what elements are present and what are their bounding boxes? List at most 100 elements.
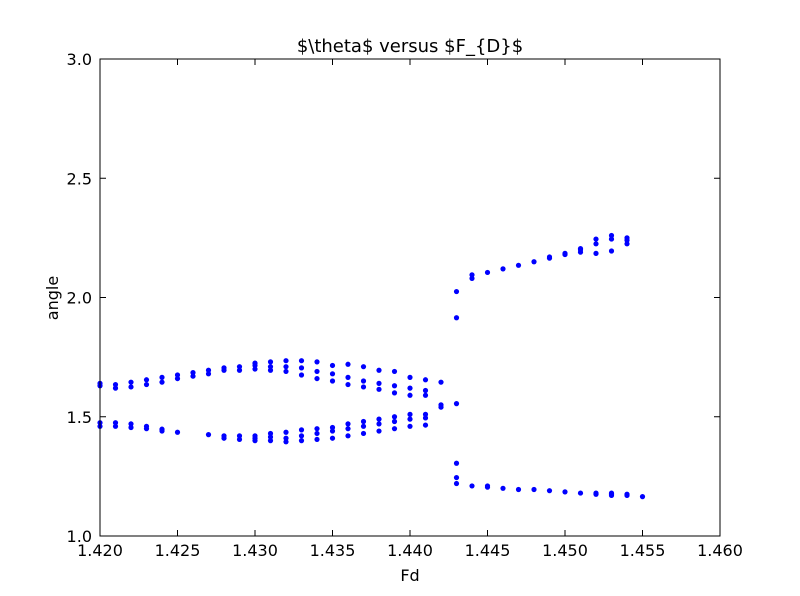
data-point: [314, 436, 320, 443]
data-point: [236, 433, 243, 439]
data-point: [345, 433, 351, 439]
data-point: [593, 250, 599, 256]
data-point: [283, 364, 289, 370]
data-point: [469, 275, 475, 282]
data-point: [376, 367, 382, 373]
data-point: [438, 379, 444, 385]
data-point: [190, 373, 196, 379]
data-point: [345, 374, 351, 380]
data-point: [376, 421, 382, 427]
data-point: [376, 416, 382, 422]
data-point: [236, 364, 243, 370]
data-point: [577, 490, 584, 496]
data-point: [407, 423, 413, 429]
data-point: [252, 366, 258, 372]
data-point: [515, 262, 522, 268]
data-point: [484, 483, 491, 489]
data-point: [329, 362, 336, 369]
tick-layer: 1.420 1.425 1.430 1.435 1.440 1.445 1.450 1.455…: [67, 50, 743, 560]
data-point: [236, 367, 243, 373]
data-point: [360, 364, 367, 370]
data-point: [283, 358, 289, 364]
x-tick-label: 1.445: [465, 541, 511, 560]
data-point: [407, 385, 413, 391]
data-point: [345, 381, 351, 388]
data-point: [608, 232, 615, 239]
data-point: [329, 371, 336, 377]
data-point: [128, 384, 134, 390]
data-point: [174, 429, 181, 435]
data-point: [314, 426, 320, 432]
data-point: [422, 392, 429, 398]
data-point: [143, 423, 150, 429]
data-point: [453, 474, 460, 481]
data-point: [360, 423, 367, 429]
plot-area: [100, 59, 720, 536]
data-point: [252, 433, 258, 439]
x-tick-label: 1.420: [77, 541, 123, 560]
data-point: [298, 358, 305, 364]
data-point: [314, 368, 320, 375]
y-tick-label: 3.0: [67, 50, 92, 69]
data-point: [283, 368, 289, 375]
plot-frame: [99, 58, 721, 537]
data-point: [469, 272, 475, 278]
data-point: [314, 375, 320, 382]
data-point: [174, 372, 181, 378]
data-point: [376, 428, 382, 434]
data-point: [298, 365, 305, 371]
data-point: [221, 365, 227, 371]
data-point: [562, 489, 568, 495]
data-point: [453, 401, 460, 407]
data-point: [391, 368, 398, 375]
y-tick-label: 2.0: [67, 289, 92, 308]
data-point: [298, 433, 305, 439]
data-point: [608, 490, 615, 496]
data-point: [422, 422, 429, 428]
data-point: [500, 266, 506, 272]
y-tick-label: 1.0: [67, 527, 92, 546]
data-point: [190, 370, 196, 376]
data-point: [391, 414, 398, 420]
x-tick-label: 1.425: [155, 541, 201, 560]
data-point: [422, 411, 429, 417]
data-point: [267, 438, 274, 444]
data-point: [329, 428, 336, 434]
data-point: [422, 387, 429, 394]
data-point: [391, 383, 398, 389]
data-point: [345, 361, 351, 367]
data-point: [283, 435, 289, 441]
data-point: [453, 288, 460, 295]
x-tick-label: 1.430: [232, 541, 278, 560]
data-point: [314, 430, 320, 437]
data-point: [391, 390, 398, 396]
data-point: [360, 418, 367, 425]
x-tick-label: 1.435: [310, 541, 356, 560]
data-point: [143, 381, 150, 388]
data-point: [376, 380, 382, 386]
x-tick-label: 1.455: [620, 541, 666, 560]
data-point: [624, 235, 630, 241]
data-point: [267, 359, 274, 365]
data-point: [112, 423, 119, 429]
data-point: [267, 434, 274, 440]
data-point: [608, 236, 615, 242]
data-point: [236, 436, 243, 443]
data-point: [422, 377, 429, 383]
data-point: [407, 374, 413, 380]
data-point: [515, 486, 522, 493]
data-point: [267, 367, 274, 373]
data-point: [329, 435, 336, 441]
data-point: [112, 420, 119, 426]
data-point: [453, 480, 460, 487]
data-point: [624, 491, 630, 497]
x-tick-label: 1.440: [387, 541, 433, 560]
data-point: [128, 421, 134, 427]
data-point: [174, 375, 181, 382]
data-point: [577, 246, 584, 252]
data-point: [143, 377, 150, 383]
data-point: [205, 432, 212, 438]
data-point: [407, 416, 413, 422]
data-point: [112, 385, 119, 391]
